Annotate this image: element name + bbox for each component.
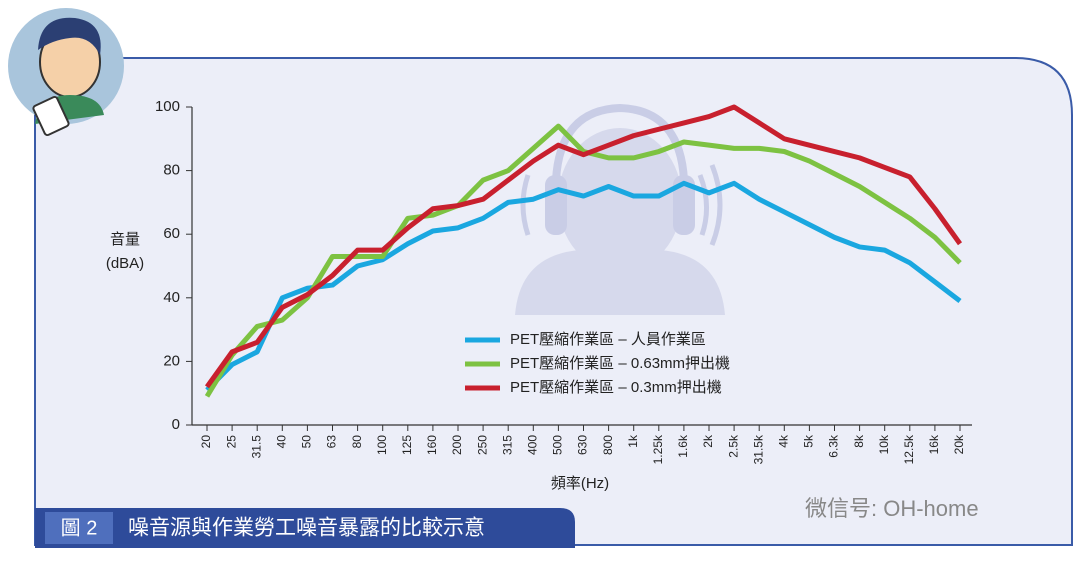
legend-label: PET壓縮作業區 – 人員作業區 <box>510 331 706 348</box>
x-tick-label: 400 <box>525 435 539 455</box>
x-tick-label: 31.5 <box>249 435 263 459</box>
avatar <box>8 8 124 137</box>
series-line <box>204 123 962 398</box>
y-tick-label: 20 <box>163 352 180 369</box>
x-tick-label: 6.3k <box>827 434 841 458</box>
y-tick-label: 40 <box>163 289 180 306</box>
y-axis-label: (dBA) <box>106 255 144 272</box>
x-tick-label: 31.5k <box>751 434 765 464</box>
x-tick-label: 250 <box>475 435 489 455</box>
x-tick-label: 40 <box>274 435 288 449</box>
x-tick-label: 315 <box>500 435 514 455</box>
y-tick-label: 0 <box>172 416 180 433</box>
series-line <box>204 104 963 389</box>
caption-text: 噪音源與作業勞工噪音暴露的比較示意 <box>128 517 485 540</box>
x-tick-label: 160 <box>425 435 439 455</box>
x-tick-label: 100 <box>375 435 389 455</box>
x-tick-label: 20k <box>952 434 966 454</box>
caption-bar <box>35 508 575 548</box>
x-tick-label: 125 <box>400 435 414 455</box>
x-tick-label: 1k <box>626 434 640 448</box>
y-tick-label: 60 <box>163 225 180 242</box>
x-axis-label: 頻率(Hz) <box>551 475 609 492</box>
x-tick-label: 8k <box>852 434 866 448</box>
x-tick-label: 10k <box>877 434 891 454</box>
caption-label: 圖 2 <box>61 517 98 539</box>
x-tick-label: 20 <box>199 435 213 449</box>
x-tick-label: 1.25k <box>651 434 665 464</box>
x-tick-label: 200 <box>450 435 464 455</box>
legend-label: PET壓縮作業區 – 0.3mm押出機 <box>510 379 722 396</box>
y-tick-label: 80 <box>163 162 180 179</box>
y-axis-label: 音量 <box>110 231 140 248</box>
x-tick-label: 2.5k <box>726 434 740 458</box>
watermark: 微信号: OH-home <box>805 496 979 521</box>
x-tick-label: 1.6k <box>676 434 690 458</box>
x-tick-label: 16k <box>927 434 941 454</box>
x-tick-label: 4k <box>776 434 790 448</box>
x-tick-label: 800 <box>601 435 615 455</box>
x-tick-label: 630 <box>576 435 590 455</box>
x-tick-label: 80 <box>350 435 364 449</box>
caption-label-box <box>45 512 113 544</box>
x-tick-label: 25 <box>224 435 238 449</box>
x-tick-label: 50 <box>300 435 314 449</box>
series-line <box>205 180 962 392</box>
x-tick-label: 63 <box>325 435 339 449</box>
x-tick-label: 2k <box>701 434 715 448</box>
x-tick-label: 12.5k <box>902 434 916 464</box>
y-tick-label: 100 <box>155 98 180 115</box>
plot: 0 20 40 60 80 100 20 25 31.5 40 50 63 80 100 125 160 200… <box>155 98 972 464</box>
legend-label: PET壓縮作業區 – 0.63mm押出機 <box>510 355 730 372</box>
x-tick-label: 5k <box>802 434 816 448</box>
x-tick-label: 500 <box>551 435 565 455</box>
